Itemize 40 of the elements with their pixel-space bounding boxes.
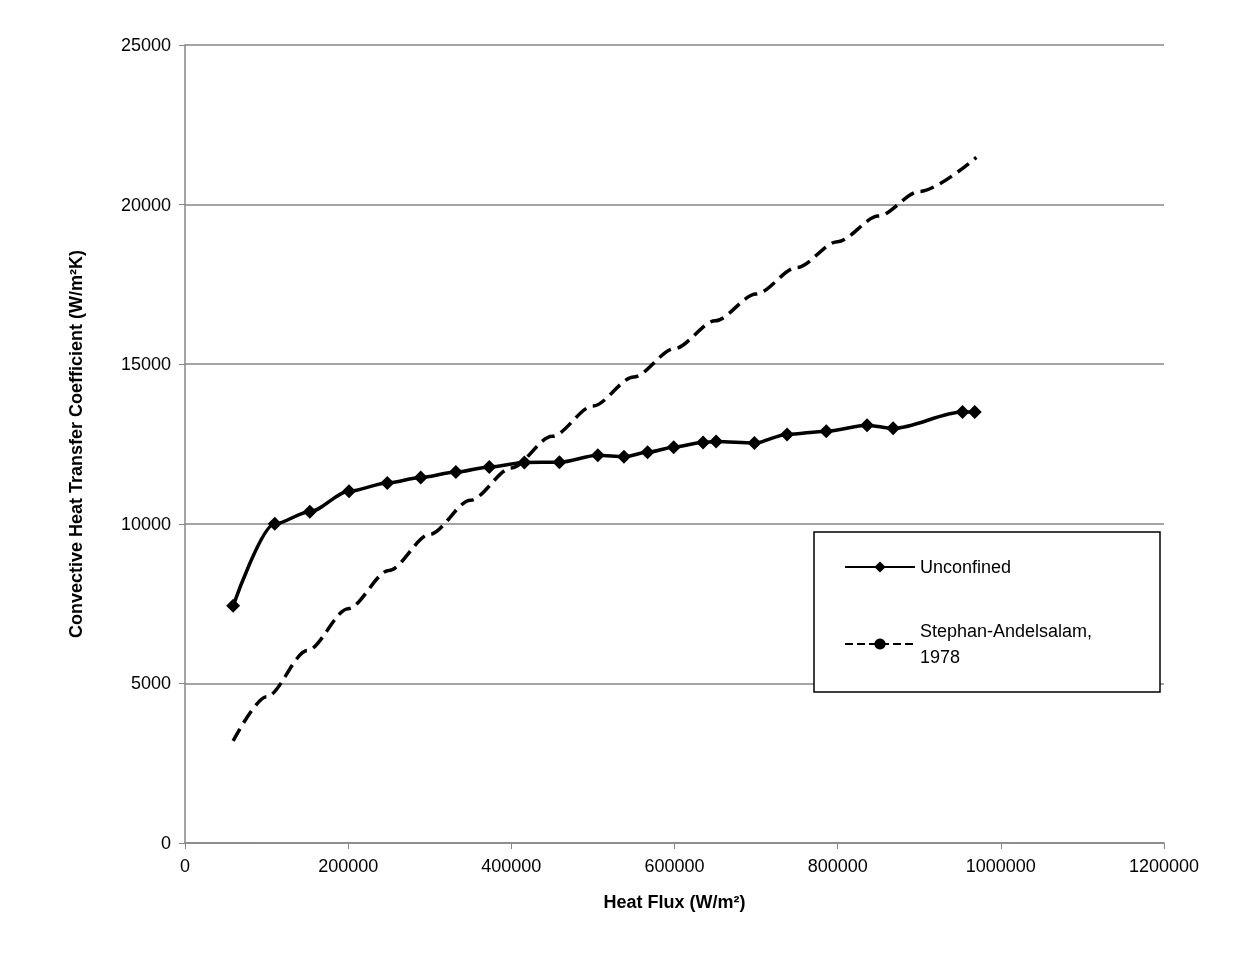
x-tick-label: 0 [179, 856, 191, 876]
legend-label: Unconfined [920, 557, 1012, 577]
x-tick-label: 400000 [481, 856, 542, 876]
x-tick-label: 600000 [644, 856, 705, 876]
x-tick-label: 200000 [318, 856, 379, 876]
y-tick-label: 5000 [130, 673, 171, 694]
point [517, 455, 532, 470]
point [590, 448, 605, 463]
point [552, 455, 567, 470]
point [267, 516, 282, 531]
point [380, 475, 395, 490]
point [696, 435, 711, 450]
y-tick-label: 10000 [120, 513, 171, 534]
y-tick-label: 15000 [120, 354, 171, 375]
point [302, 504, 317, 519]
point [413, 470, 428, 485]
point [640, 445, 655, 460]
legend-label: Stephan-Andelsalam, 1978 [920, 621, 1098, 667]
point [482, 459, 497, 474]
point [967, 405, 982, 420]
point [886, 421, 901, 436]
y-tick-label: 25000 [120, 35, 171, 55]
point [819, 424, 834, 439]
y-tick-label: 20000 [120, 194, 171, 215]
point [747, 436, 762, 451]
x-tick-label: 800000 [807, 856, 868, 876]
point [709, 434, 724, 449]
point [448, 465, 463, 480]
point [616, 449, 631, 464]
point [780, 427, 795, 442]
point [226, 598, 241, 613]
point [860, 418, 875, 433]
point [955, 405, 970, 420]
point [666, 440, 681, 455]
y-tick-label: 0 [160, 833, 171, 853]
x-axis-title: Heat Flux (W/m²) [603, 892, 746, 912]
y-axis-title: Convective Heat Transfer Coefficient (W/m²K) [66, 249, 86, 639]
point [341, 484, 356, 499]
x-tick-label: 1200000 [1128, 856, 1200, 876]
x-tick-label: 1000000 [965, 856, 1036, 876]
